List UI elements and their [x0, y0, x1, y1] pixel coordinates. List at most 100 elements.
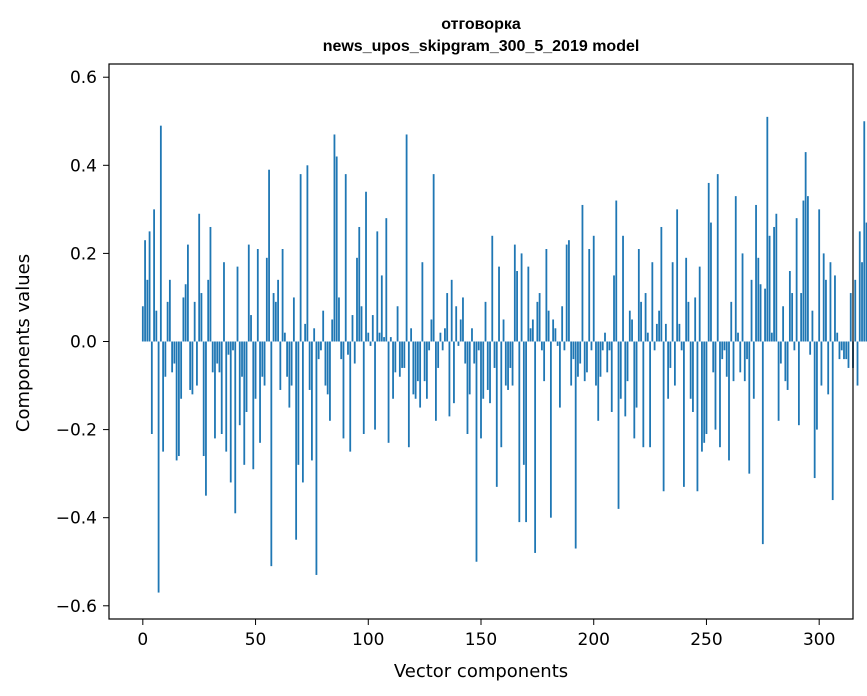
bar-319	[861, 262, 863, 342]
bar-312	[845, 341, 848, 360]
bar-187	[563, 341, 566, 351]
bar-45	[243, 341, 246, 465]
x-axis-ticks: 0 50 100 150 200 250 300	[137, 619, 835, 650]
bar-188	[565, 244, 568, 342]
x-tick-label-50: 50	[245, 630, 267, 650]
bar-209	[613, 275, 615, 342]
x-tick-label-250: 250	[690, 630, 722, 650]
x-axis-label: Vector components	[394, 661, 568, 682]
bar-47	[247, 244, 250, 342]
bar-84	[331, 319, 334, 342]
bar-159	[500, 341, 503, 448]
bar-313	[847, 341, 850, 368]
bar-201	[595, 341, 597, 386]
bar-269	[748, 341, 751, 474]
bar-275	[761, 341, 764, 545]
bar-198	[588, 249, 591, 342]
bar-132	[439, 332, 442, 342]
bar-190	[570, 341, 573, 386]
bar-17	[180, 341, 183, 399]
bar-140	[457, 341, 460, 346]
bar-86	[335, 156, 338, 342]
bar-66	[290, 341, 293, 386]
bar-234	[669, 341, 672, 368]
bar-112	[394, 341, 397, 373]
bar-98	[362, 341, 365, 434]
bar-109	[387, 341, 390, 443]
bar-97	[360, 306, 363, 342]
bar-161	[504, 341, 507, 386]
bar-10	[164, 341, 167, 377]
bar-277	[766, 116, 769, 342]
bar-247	[698, 266, 701, 342]
bar-289	[793, 341, 796, 351]
bar-61	[279, 341, 282, 390]
bar-230	[660, 226, 663, 342]
bar-6	[155, 310, 158, 342]
bar-117	[405, 134, 408, 342]
bar-46	[245, 341, 248, 412]
bar-144	[466, 341, 469, 434]
bar-32	[214, 341, 216, 439]
bar-217	[631, 319, 633, 342]
bar-239	[680, 341, 683, 351]
bar-104	[376, 231, 379, 342]
bar-19	[184, 284, 187, 342]
bar-40	[232, 341, 234, 351]
bar-93	[351, 315, 354, 342]
bar-178	[543, 341, 546, 382]
bar-294	[804, 152, 807, 342]
bar-212	[619, 341, 622, 399]
bar-321	[865, 222, 867, 342]
bar-127	[428, 341, 431, 351]
plot-frame	[108, 63, 854, 620]
bar-9	[162, 341, 165, 452]
bar-35	[220, 341, 223, 434]
bar-270	[750, 279, 753, 342]
bar-165	[513, 244, 516, 342]
bar-307	[834, 275, 836, 342]
y-tick-label-5: 0.4	[70, 156, 97, 176]
bar-39	[229, 341, 232, 483]
bar-160	[502, 319, 505, 342]
bar-304	[827, 341, 830, 395]
bar-124	[421, 262, 424, 342]
bar-121	[414, 341, 417, 399]
bar-214	[624, 341, 627, 417]
bar-123	[419, 341, 422, 408]
bar-103	[374, 341, 376, 430]
bar-24	[196, 341, 198, 386]
bar-243	[689, 341, 692, 399]
bar-280	[773, 226, 775, 342]
bar-273	[757, 257, 760, 342]
bar-189	[568, 240, 570, 342]
bar-262	[732, 341, 735, 382]
bar-128	[430, 319, 433, 342]
bar-81	[324, 341, 327, 386]
bar-95	[356, 257, 358, 342]
bar-5	[153, 209, 155, 342]
bar-33	[216, 341, 219, 364]
bar-42	[236, 266, 239, 342]
bar-224	[646, 332, 649, 342]
bar-54	[263, 341, 266, 386]
x-tick-label-200: 200	[578, 630, 610, 650]
bar-25	[198, 213, 201, 342]
bar-13	[171, 341, 174, 373]
bar-80	[322, 310, 325, 342]
bar-91	[347, 341, 349, 355]
bar-185	[559, 341, 561, 408]
bar-316	[854, 279, 857, 342]
bar-100	[367, 332, 370, 342]
bar-11	[166, 301, 169, 342]
bar-223	[644, 293, 647, 342]
bar-170	[525, 341, 527, 523]
bar-51	[256, 249, 259, 342]
bar-193	[577, 341, 579, 377]
bar-87	[338, 297, 340, 342]
bar-268	[746, 341, 748, 360]
bar-259	[725, 341, 728, 377]
bar-135	[446, 293, 449, 342]
bar-220	[637, 249, 640, 342]
